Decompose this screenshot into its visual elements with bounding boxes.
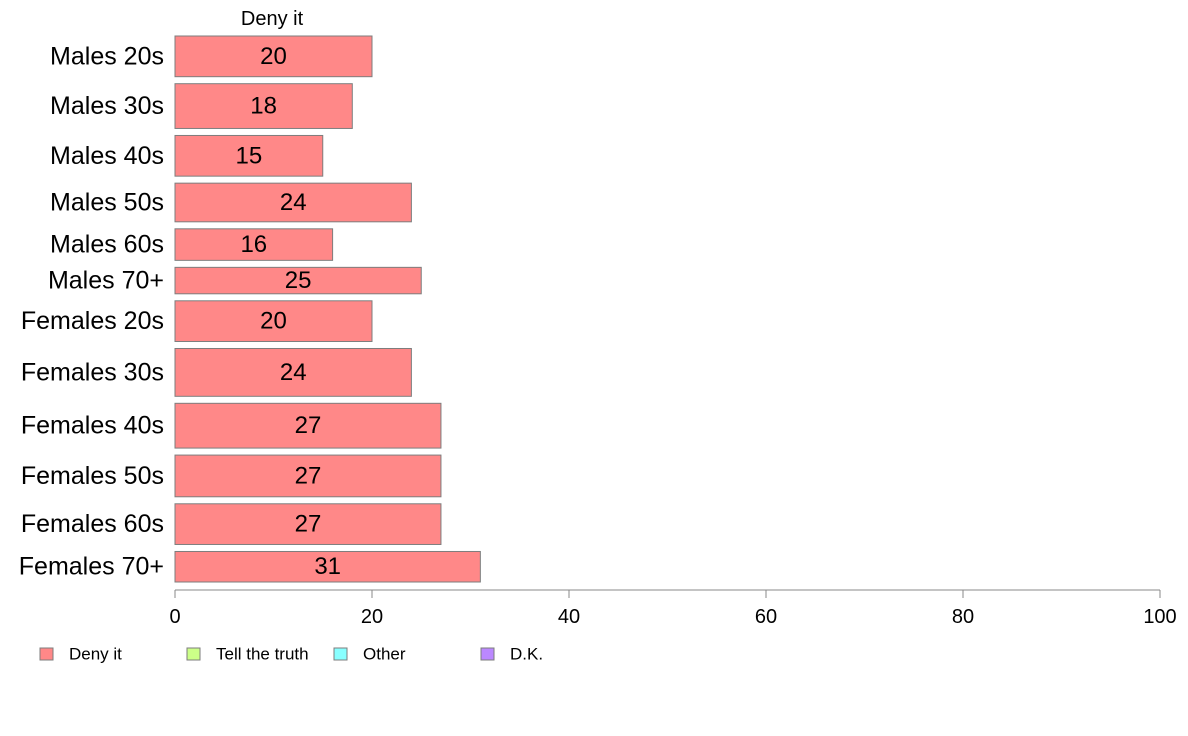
bar-value-label: 20 [260, 43, 287, 70]
bar-value-label: 31 [314, 553, 341, 580]
category-label: Females 30s [21, 358, 164, 386]
x-tick-label: 80 [952, 606, 974, 628]
legend-swatch [39, 647, 54, 661]
legend-label: Tell the truth [216, 645, 309, 664]
bar-females-30s [174, 347, 412, 397]
legend-swatch [333, 647, 348, 661]
bars-layer: 20 Males 20s 18 Males 30s 15 Males 40s 24 Males… [19, 35, 481, 583]
category-label: Males 50s [50, 188, 164, 216]
legend-swatch [480, 647, 495, 661]
bar-males-20s [174, 35, 373, 78]
category-label: Males 70+ [48, 267, 164, 295]
bar-value-label: 18 [250, 93, 277, 120]
category-label: Males 30s [50, 92, 164, 120]
category-label: Females 70+ [19, 553, 164, 581]
category-label: Males 40s [50, 142, 164, 170]
x-axis: 0 20 40 60 80 100 [169, 589, 1177, 628]
category-label: Females 20s [21, 307, 164, 335]
bar-females-60s [174, 503, 442, 545]
legend: Deny it Tell the truth Other D.K. [39, 645, 543, 664]
bar-value-label: 27 [295, 511, 322, 538]
bar-value-label: 24 [280, 189, 307, 216]
chart-top-label: Deny it [241, 8, 304, 30]
bar-females-70 [174, 550, 481, 583]
x-tick-label: 0 [169, 606, 180, 628]
bar-value-label: 16 [240, 231, 267, 258]
bar-males-50s [174, 182, 412, 223]
bar-value-label: 15 [236, 142, 263, 169]
category-label: Males 20s [50, 42, 164, 70]
category-label: Females 60s [21, 510, 164, 538]
legend-label: Other [363, 645, 406, 664]
bar-males-60s [174, 228, 334, 261]
legend-label: Deny it [69, 645, 122, 664]
category-label: Females 50s [21, 462, 164, 490]
x-tick-label: 60 [755, 606, 777, 628]
bar-males-70 [174, 266, 422, 295]
bar-females-20s [174, 300, 373, 342]
bar-value-label: 25 [285, 267, 312, 294]
bar-males-40s [174, 134, 324, 177]
bar-value-label: 24 [280, 359, 307, 386]
bar-value-label: 27 [295, 462, 322, 489]
bar-females-40s [174, 402, 442, 449]
x-tick-label: 100 [1143, 606, 1176, 628]
bar-value-label: 20 [260, 308, 287, 335]
x-tick-label: 20 [361, 606, 383, 628]
bar-males-30s [174, 83, 353, 129]
category-label: Females 40s [21, 412, 164, 440]
category-label: Males 60s [50, 231, 164, 259]
bar-females-50s [174, 454, 442, 498]
legend-label: D.K. [510, 645, 543, 664]
x-tick-label: 40 [558, 606, 580, 628]
legend-swatch [186, 647, 201, 661]
bar-value-label: 27 [295, 412, 322, 439]
